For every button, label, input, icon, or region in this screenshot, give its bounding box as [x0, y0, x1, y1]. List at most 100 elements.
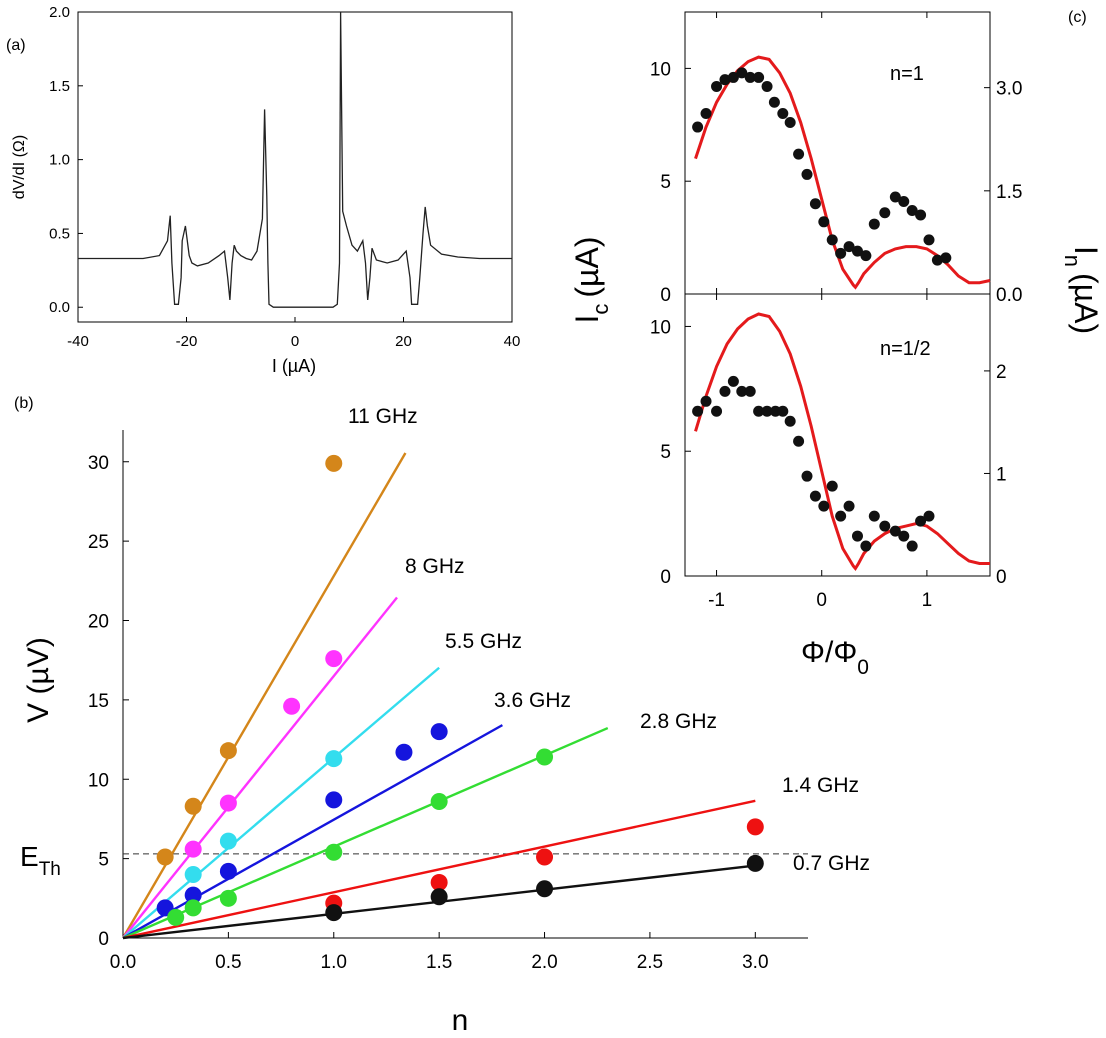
panel-b: (b) 0.0 0.5 1.0 1.5 2.0 2.5 3.0 0 5 10 15 20 25 30 ET… [14, 395, 870, 1037]
panel-a-xlabel: I (µA) [272, 356, 316, 376]
panel-c-left-ylabel: Ic(µA) [569, 237, 613, 324]
panel-c-left-ytick-label: 10 [650, 317, 671, 338]
point-1-4-ghz [746, 818, 764, 836]
panel-b-ytick-label: 0 [98, 929, 109, 950]
panel-c-point [761, 80, 773, 92]
panel-c-point [826, 480, 838, 492]
panel-c-right-ytick-label: 2 [996, 362, 1007, 383]
panel-a-xtick-label: 0 [291, 333, 299, 350]
panel-c-point [889, 525, 901, 537]
panel-c-bottom-label: n=1/2 [880, 338, 931, 360]
point-0-7-ghz [430, 888, 448, 906]
panel-c-xtick-label: -1 [708, 590, 725, 611]
panel-c-point [835, 247, 847, 259]
panel-b-xtick-label: 0.5 [215, 952, 241, 973]
panel-c-point [835, 510, 847, 522]
panel-a: (a) -40 -20 0 20 40 0.0 0.5 1.0 1.5 2.0 I (µA) dV… [6, 4, 520, 376]
panel-c-xlabel: Φ/Φ0 [801, 636, 869, 679]
panel-c-right-ytick-label: 1.5 [996, 182, 1022, 203]
eth-threshold-label: ETh [20, 841, 61, 880]
point-5-5-ghz [184, 866, 202, 883]
panel-c-point [711, 405, 723, 417]
fit-line-1-4-ghz [122, 799, 756, 940]
panel-c-point [801, 470, 813, 482]
point-3-6-ghz [325, 791, 343, 809]
panel-c-point [906, 540, 918, 552]
panel-c: (c) 0 5 10 0.0 1.5 3.0 n=1 0 5 10 0 1 2 n=1/2 -1 0 1… [569, 9, 1104, 679]
panel-c-left-ytick-label: 5 [660, 172, 671, 193]
panel-b-ytick-label: 30 [88, 453, 109, 474]
panel-b-ytick-label: 5 [98, 850, 109, 871]
panel-b-xtick-label: 2.5 [637, 952, 663, 973]
panel-c-point [784, 415, 796, 427]
panel-c-point [818, 500, 830, 512]
point-11-ghz [184, 797, 202, 815]
panel-c-left-ytick-label: 0 [660, 285, 671, 306]
panel-c-point [753, 71, 765, 83]
panel-b-xtick-label: 3.0 [742, 952, 768, 973]
panel-a-xtick-label: 40 [504, 333, 521, 350]
panel-a-ylabel: dV/dI (Ω) [11, 135, 28, 199]
series-label-0-7-ghz: 0.7 GHz [793, 852, 870, 875]
panel-c-point [719, 74, 731, 86]
panel-b-ytick-label: 10 [88, 770, 109, 791]
panel-c-point [940, 252, 952, 264]
panel-c-point [736, 385, 748, 397]
series-label-3-6-ghz: 3.6 GHz [494, 689, 571, 712]
panel-c-point [868, 218, 880, 230]
point-1-4-ghz [536, 848, 554, 866]
panel-c-point [809, 490, 821, 502]
panel-a-xtick-label: 20 [395, 333, 412, 350]
panel-c-xtick-label: 1 [922, 590, 933, 611]
series-label-8-ghz: 8 GHz [405, 555, 465, 578]
panel-b-series: 11 GHz 8 GHz 5.5 GHz 3.6 GHz 2.8 GHz 1.4 GHz 0… [121, 405, 870, 940]
point-0-7-ghz [746, 854, 764, 872]
fit-line-3-6-ghz [122, 724, 503, 940]
panel-c-point [736, 67, 748, 79]
point-8-ghz [283, 697, 301, 715]
panel-c-point [879, 207, 891, 219]
panel-a-ytick-label: 2.0 [49, 4, 70, 21]
point-5-5-ghz [219, 832, 237, 850]
point-11-ghz [325, 454, 343, 472]
panel-b-ytick-label: 25 [88, 532, 109, 553]
panel-c-point [851, 245, 863, 257]
panel-c-point [727, 375, 739, 387]
point-2-8-ghz [430, 792, 448, 810]
panel-c-left-ytick-label: 10 [650, 59, 671, 80]
panel-c-point [761, 405, 773, 417]
panel-c-point [868, 510, 880, 522]
panel-c-top-points [692, 67, 952, 266]
panel-c-point [801, 168, 813, 180]
point-11-ghz [156, 848, 174, 866]
panel-c-point [898, 530, 910, 542]
panel-b-xtick-label: 1.5 [426, 952, 452, 973]
point-8-ghz [325, 650, 343, 668]
fit-line-2-8-ghz [122, 726, 609, 940]
panel-a-label: (a) [6, 37, 26, 54]
fit-line-8-ghz [122, 596, 398, 939]
panel-c-top-label: n=1 [890, 63, 924, 85]
panel-c-point [711, 80, 723, 92]
panel-c-point [818, 216, 830, 228]
panel-c-left-ytick-label: 5 [660, 442, 671, 463]
panel-c-point [744, 71, 756, 83]
panel-b-ylabel: V (µV) [22, 637, 55, 723]
panel-c-right-ytick-label: 0.0 [996, 285, 1022, 306]
point-2-8-ghz [325, 843, 343, 861]
panel-c-point [793, 148, 805, 160]
point-5-5-ghz [325, 750, 343, 768]
panel-c-point [851, 530, 863, 542]
panel-a-ytick-label: 1.5 [49, 78, 70, 95]
panel-c-point [768, 96, 780, 108]
point-8-ghz [184, 840, 202, 858]
panel-c-point [889, 191, 901, 203]
point-3-6-ghz [184, 886, 202, 904]
panel-b-xtick-label: 2.0 [531, 952, 557, 973]
panel-a-ytick-label: 1.0 [49, 152, 70, 169]
panel-c-label: (c) [1068, 9, 1087, 26]
panel-c-right-ytick-label: 3.0 [996, 79, 1022, 100]
panel-c-point [793, 435, 805, 447]
series-label-1-4-ghz: 1.4 GHz [782, 774, 859, 797]
panel-c-point [843, 500, 855, 512]
